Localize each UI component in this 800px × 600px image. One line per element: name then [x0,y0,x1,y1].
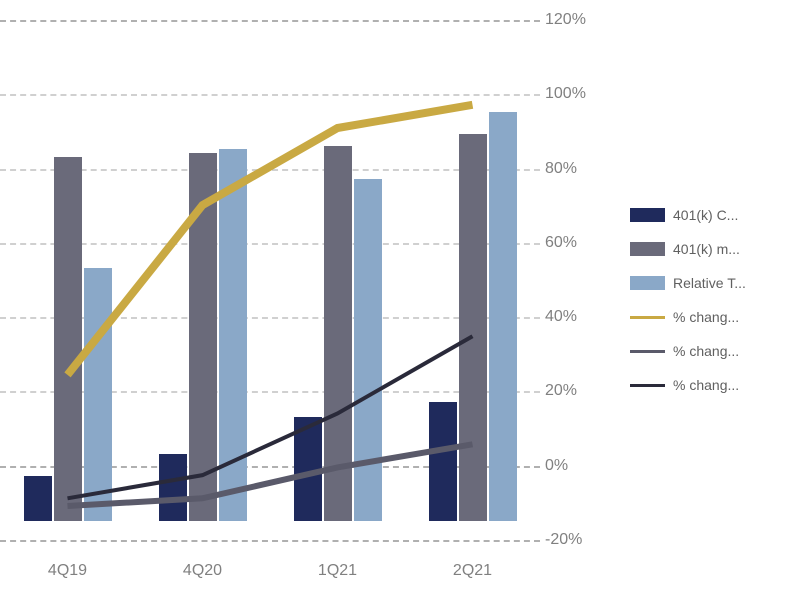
legend-item: Relative T... [630,275,790,291]
y-tick-label: 100% [545,85,586,103]
legend-item: % chang... [630,309,790,325]
legend-label: % chang... [673,309,739,325]
x-tick-label: 4Q20 [135,562,270,580]
y-tick-label: -20% [545,531,582,549]
y-tick-label: 20% [545,382,577,400]
legend-label: 401(k) C... [673,207,738,223]
legend-item: 401(k) m... [630,241,790,257]
bar [24,476,52,521]
bar-group [0,20,135,540]
legend-line-swatch [630,384,665,387]
legend-label: % chang... [673,343,739,359]
legend-label: Relative T... [673,275,746,291]
gridline [0,540,540,542]
legend-swatch [630,208,665,222]
bar [429,402,457,521]
bar [294,417,322,521]
chart-area: 120% 100% 80% 60% 40% 20% 0% -20% 4Q194Q201Q212… [0,0,620,600]
y-axis: 120%100%80%60%40%20%0%-20% [545,20,615,540]
bar-group [135,20,270,540]
legend: 401(k) C... 401(k) m... Relative T... % cha… [620,0,800,600]
bar [189,153,217,521]
legend-swatch [630,276,665,290]
x-axis: 4Q194Q201Q212Q21 [0,562,540,580]
bar [159,454,187,521]
bar [54,157,82,521]
bar [354,179,382,521]
bar [84,268,112,521]
x-tick-label: 4Q19 [0,562,135,580]
bar [219,149,247,520]
y-tick-label: 60% [545,234,577,252]
y-tick-label: 80% [545,160,577,178]
bar [459,134,487,520]
legend-label: % chang... [673,377,739,393]
x-tick-label: 1Q21 [270,562,405,580]
legend-item: % chang... [630,377,790,393]
bar [324,146,352,521]
bar [489,112,517,521]
legend-line-swatch [630,350,665,353]
legend-label: 401(k) m... [673,241,740,257]
bar-group [270,20,405,540]
legend-item: 401(k) C... [630,207,790,223]
bars-container [0,20,540,540]
y-tick-label: 120% [545,11,586,29]
legend-swatch [630,242,665,256]
plot-region [0,20,540,540]
legend-item: % chang... [630,343,790,359]
legend-line-swatch [630,316,665,319]
y-tick-label: 40% [545,308,577,326]
bar-group [405,20,540,540]
y-tick-label: 0% [545,457,568,475]
x-tick-label: 2Q21 [405,562,540,580]
